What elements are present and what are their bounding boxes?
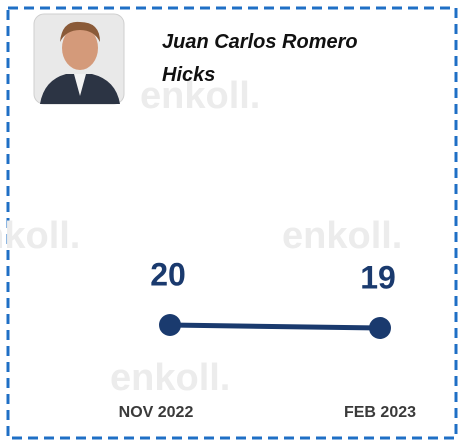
photo (33, 13, 125, 105)
watermark: enkoll. (110, 357, 230, 399)
x-tick-label: FEB 2023 (344, 404, 416, 421)
value-label: 19 (360, 259, 396, 295)
x-tick-label: NOV 2022 (119, 404, 194, 421)
dashed-border (6, 6, 458, 440)
watermark: enkoll. (0, 215, 80, 257)
person-name: Juan Carlos Romero Hicks (162, 31, 358, 86)
value-label: 20 (150, 256, 186, 292)
point (369, 317, 391, 339)
watermark: enkoll. (282, 215, 402, 257)
line (169, 322, 381, 331)
point (159, 314, 181, 336)
watermark: enkoll. (140, 75, 260, 117)
